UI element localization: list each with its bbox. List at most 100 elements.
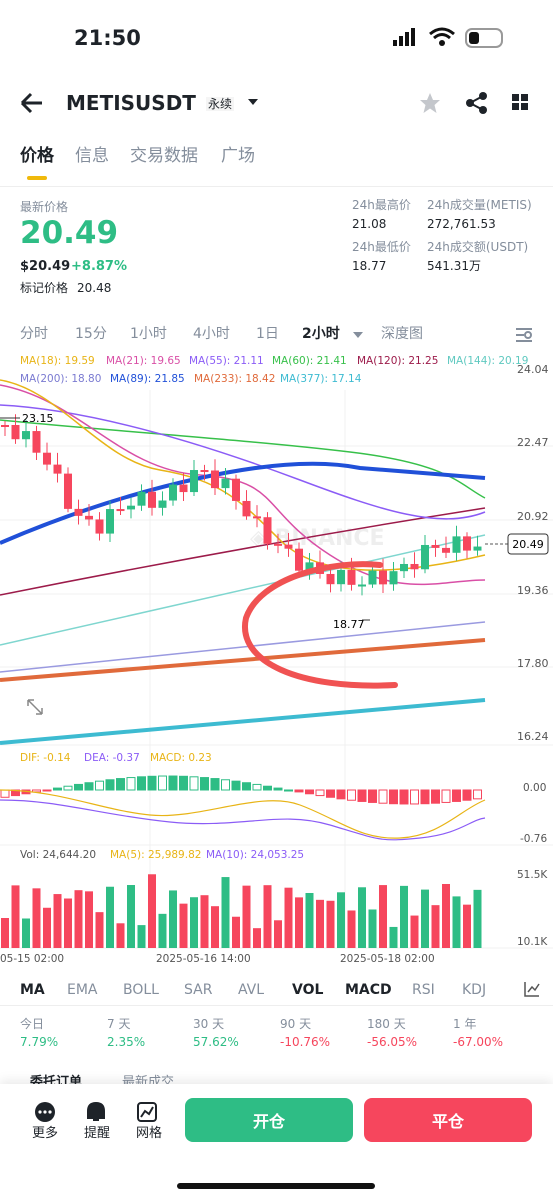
- dropdown[interactable]: [246, 96, 260, 108]
- macd-bar: [210, 778, 220, 791]
- indicator-tab[interactable]: BOLL: [123, 982, 159, 998]
- macd-bar: [368, 789, 377, 803]
- candle: [473, 546, 482, 551]
- tab[interactable]: 价格: [20, 146, 54, 166]
- indicator-tab[interactable]: KDJ: [462, 982, 487, 998]
- volume-bar: [221, 877, 230, 948]
- volume-bar: [64, 898, 72, 948]
- price-change: +8.87%: [71, 259, 127, 274]
- macd-bar: [158, 775, 167, 791]
- date-label: 2025-05-16 14:00: [156, 953, 251, 965]
- low-label: 18.77: [333, 618, 365, 631]
- tab[interactable]: 交易数据: [130, 146, 198, 166]
- last-price: 20.49: [20, 215, 119, 251]
- macd-bar: [284, 789, 293, 792]
- dropdown[interactable]: [352, 330, 364, 340]
- candle: [326, 573, 335, 585]
- indicator-tab[interactable]: EMA: [67, 982, 98, 998]
- interval[interactable]: 分时: [20, 326, 48, 342]
- macd-bar: [42, 789, 52, 792]
- candle: [137, 491, 146, 506]
- macd-bar: [336, 789, 346, 800]
- interval[interactable]: 2小时: [302, 326, 340, 342]
- period-label: 7 天: [107, 1017, 131, 1031]
- period-label: 90 天: [280, 1017, 312, 1031]
- interval[interactable]: 深度图: [381, 326, 423, 342]
- macd-bar: [231, 780, 241, 791]
- axis-label: 17.80: [517, 657, 549, 670]
- macd-bar: [126, 777, 136, 791]
- status-time: 21:50: [74, 26, 141, 50]
- macd-bar: [147, 775, 157, 791]
- volume-bar: [463, 904, 471, 948]
- candle: [358, 584, 366, 587]
- axis-label: -0.76: [520, 833, 547, 845]
- interval[interactable]: 15分: [75, 326, 107, 342]
- macd-bar: [462, 789, 472, 801]
- macd-bar: [347, 789, 356, 801]
- ma-legend: MA(89): 21.85: [110, 373, 185, 385]
- candle: [53, 464, 62, 474]
- indicator-settings[interactable]: [523, 980, 541, 998]
- macd-bar: [315, 789, 325, 797]
- volume-bar: [232, 916, 240, 948]
- header-icons[interactable]: [418, 90, 538, 118]
- candle: [263, 517, 272, 544]
- candle: [389, 571, 398, 585]
- action-label[interactable]: 网格: [136, 1126, 163, 1141]
- close-button[interactable]: 平仓: [364, 1098, 532, 1142]
- indicator-tab[interactable]: AVL: [238, 982, 265, 998]
- period-label: 30 天: [193, 1017, 225, 1031]
- indicator-tab[interactable]: MACD: [345, 982, 392, 998]
- stat-value: 541.31万: [427, 259, 481, 273]
- indicator-tab[interactable]: MA: [20, 982, 45, 998]
- volume-bar: [442, 883, 450, 948]
- candle: [400, 563, 408, 572]
- stat-label: 24h最高价: [352, 198, 411, 212]
- stat-label: 24h最低价: [352, 240, 411, 254]
- macd-bar: [252, 783, 262, 791]
- candle: [463, 536, 471, 551]
- volume-bar: [473, 889, 482, 948]
- interval[interactable]: 4小时: [193, 326, 230, 342]
- volume-bar: [410, 915, 419, 948]
- symbol[interactable]: METISUSDT: [66, 91, 196, 115]
- volume-bar: [158, 913, 167, 948]
- back-button[interactable]: [18, 90, 48, 116]
- indicator-tab[interactable]: RSI: [412, 982, 435, 998]
- ma-lines: [0, 379, 486, 745]
- volume-bar: [431, 905, 440, 948]
- macd-bar: [357, 789, 367, 802]
- candle: [106, 509, 114, 534]
- action-label[interactable]: 更多: [32, 1126, 59, 1141]
- volume-bar: [11, 885, 20, 948]
- volume-bar: [347, 910, 356, 948]
- volume-bar: [179, 903, 188, 948]
- action-label[interactable]: 提醒: [84, 1126, 111, 1141]
- macd-bar: [116, 778, 125, 791]
- candle: [305, 562, 314, 571]
- macd-bar: [431, 789, 440, 804]
- candle: [158, 500, 167, 508]
- indicator-tab[interactable]: VOL: [292, 982, 324, 998]
- tab[interactable]: 信息: [75, 146, 109, 166]
- tab[interactable]: 广场: [221, 146, 255, 166]
- kline-chart: MA(18): 19.59 MA(21): 19.65 MA(55): 21.1…: [0, 355, 553, 965]
- candle: [242, 500, 251, 517]
- expand-icon[interactable]: [27, 699, 43, 715]
- action-icons[interactable]: [30, 1100, 170, 1124]
- indicator-tab[interactable]: SAR: [184, 982, 213, 998]
- tab-indicator: [27, 176, 47, 180]
- volume-bar: [379, 885, 387, 948]
- macd-bar: [273, 787, 283, 791]
- interval[interactable]: 1小时: [130, 326, 167, 342]
- interval[interactable]: 1日: [256, 326, 279, 342]
- chart-settings[interactable]: [514, 326, 534, 344]
- open-button[interactable]: 开仓: [185, 1098, 353, 1142]
- ma-legend: MA(60): 21.41: [272, 355, 347, 367]
- candle: [148, 491, 156, 508]
- macd-bar: [294, 789, 304, 793]
- volume-bar: [127, 885, 135, 948]
- volume-bar: [358, 887, 366, 948]
